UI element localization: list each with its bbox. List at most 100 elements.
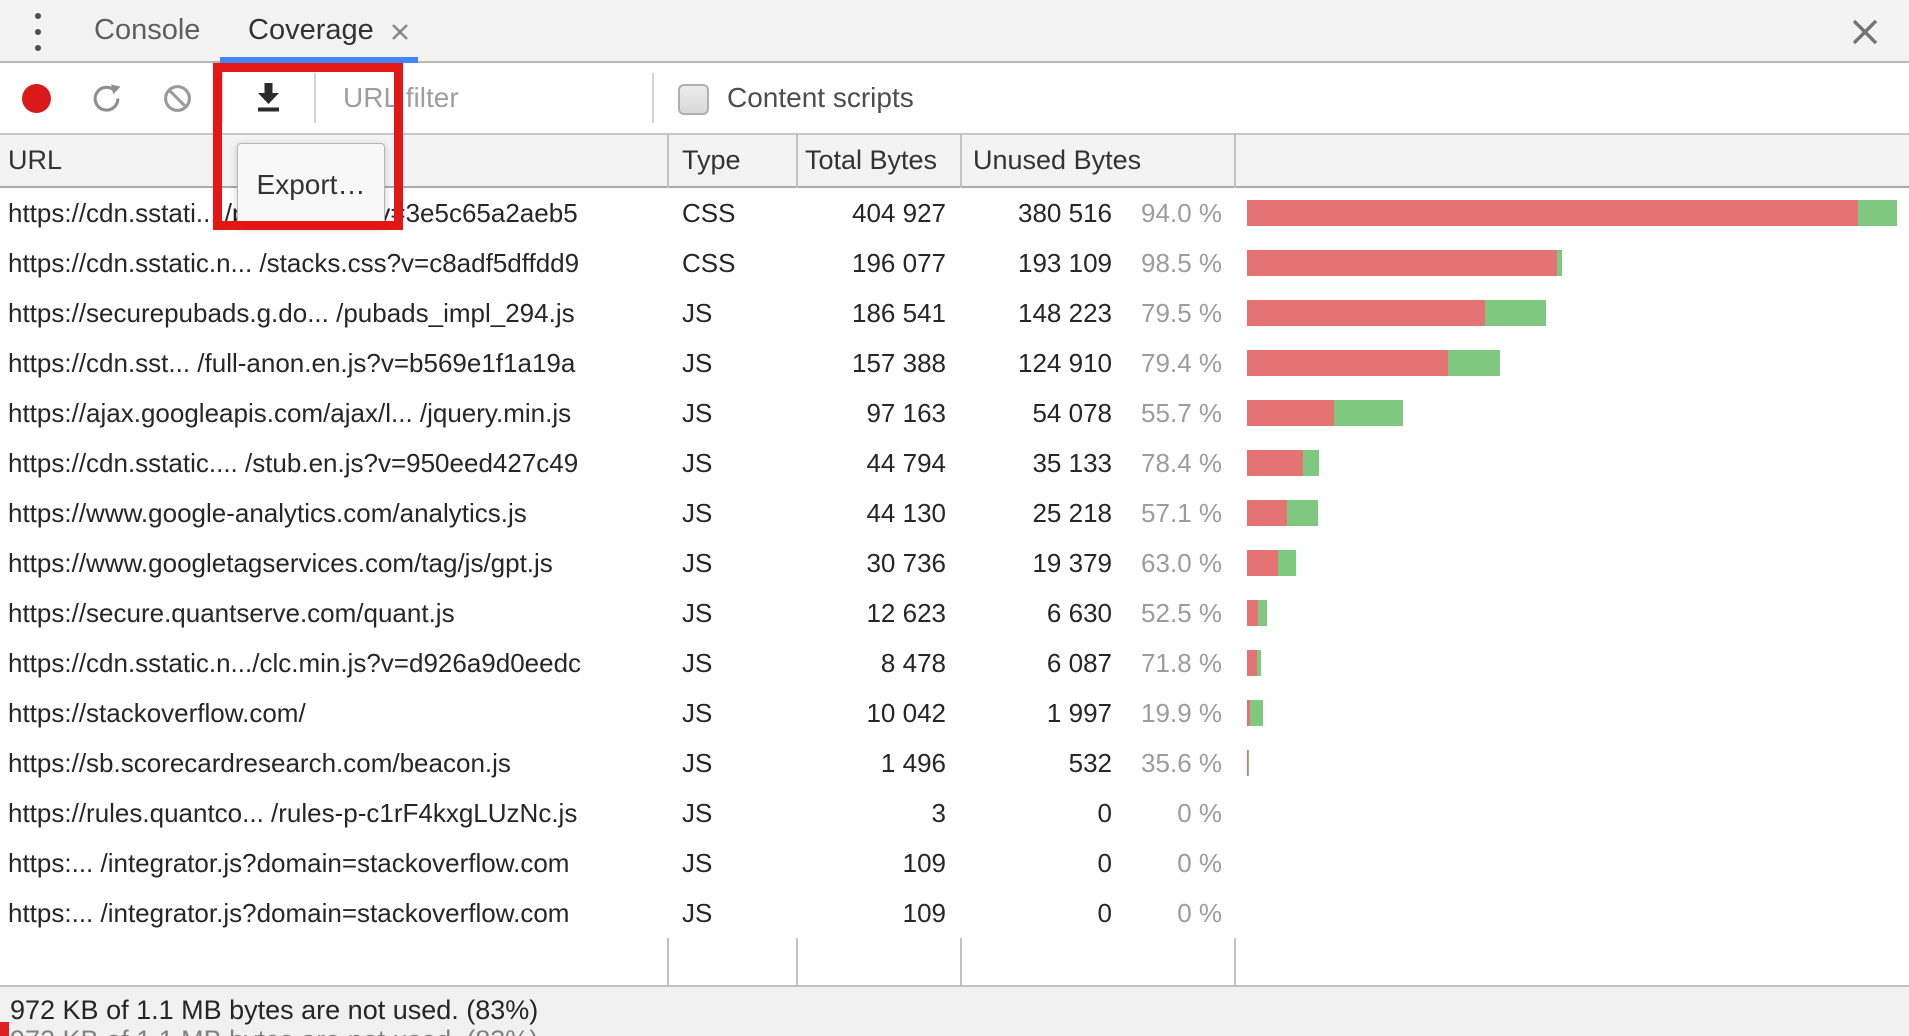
export-menu-label: Export… xyxy=(256,169,366,200)
table-row[interactable]: https:... /integrator.js?domain=stackove… xyxy=(0,838,1909,888)
column-header-unused-bytes[interactable]: Unused Bytes xyxy=(973,145,1142,175)
clear-icon[interactable] xyxy=(162,83,193,114)
table-row[interactable]: https://cdn.sstatic.n.../clc.min.js?v=d9… xyxy=(0,638,1909,688)
export-icon[interactable] xyxy=(252,80,285,117)
content-scripts-label[interactable]: Content scripts xyxy=(727,82,914,113)
unused-percent-cell: 79.5 % xyxy=(1141,298,1222,328)
unused-bytes-cell: 380 516 xyxy=(1018,198,1112,228)
usage-bar xyxy=(1247,250,1562,276)
status-bar: 972 KB of 1.1 MB bytes are not used. (83… xyxy=(0,985,1909,1036)
unused-bytes-cell: 193 109 xyxy=(1018,248,1112,278)
usage-bar xyxy=(1247,650,1261,676)
unused-bar-segment xyxy=(1247,300,1485,326)
total-bytes-cell: 186 541 xyxy=(852,298,946,328)
column-header-url[interactable]: URL xyxy=(8,145,63,175)
used-bar-segment xyxy=(1333,400,1403,426)
used-bar-segment xyxy=(1556,250,1562,276)
unused-bar-segment xyxy=(1247,400,1334,426)
record-button[interactable] xyxy=(22,84,51,113)
unused-percent-cell: 78.4 % xyxy=(1141,448,1222,478)
table-row[interactable]: https://ajax.googleapis.com/ajax/l... /j… xyxy=(0,388,1909,438)
usage-bar xyxy=(1247,350,1500,376)
table-row[interactable]: https://www.google-analytics.com/analyti… xyxy=(0,488,1909,538)
reload-icon[interactable] xyxy=(91,83,122,114)
type-cell: JS xyxy=(682,398,713,428)
table-row[interactable]: https://www.googletagservices.com/tag/js… xyxy=(0,538,1909,588)
type-cell: JS xyxy=(682,648,713,678)
unused-percent-cell: 52.5 % xyxy=(1141,598,1222,628)
more-options-icon[interactable] xyxy=(30,13,46,51)
url-cell: https://stackoverflow.com/ xyxy=(8,698,306,728)
total-bytes-cell: 10 042 xyxy=(866,698,946,728)
used-bar-segment xyxy=(1287,500,1318,526)
unused-percent-cell: 0 % xyxy=(1177,798,1222,828)
usage-bar xyxy=(1247,500,1318,526)
type-cell: JS xyxy=(682,598,713,628)
url-cell: https:... /integrator.js?domain=stackove… xyxy=(8,898,570,928)
total-bytes-cell: 12 623 xyxy=(866,598,946,628)
tab-console[interactable]: Console xyxy=(94,0,200,61)
url-cell: https://cdn.sstatic.n.../clc.min.js?v=d9… xyxy=(8,648,582,678)
total-bytes-cell: 157 388 xyxy=(852,348,946,378)
content-scripts-checkbox[interactable] xyxy=(678,84,709,115)
table-row[interactable]: https://stackoverflow.com/JS 10 042 1 997 1… xyxy=(0,688,1909,738)
unused-bytes-cell: 25 218 xyxy=(1032,498,1112,528)
column-header-type[interactable]: Type xyxy=(682,145,741,175)
usage-bar xyxy=(1247,550,1297,576)
url-cell: https://cdn.sst... /full-anon.en.js?v=b5… xyxy=(8,348,576,378)
unused-percent-cell: 0 % xyxy=(1177,848,1222,878)
table-row[interactable]: https://securepubads.g.do... /pubads_imp… xyxy=(0,288,1909,338)
unused-percent-cell: 98.5 % xyxy=(1141,248,1222,278)
unused-bar-segment xyxy=(1247,350,1448,376)
unused-bytes-cell: 54 078 xyxy=(1032,398,1112,428)
url-cell: https://www.google-analytics.com/analyti… xyxy=(8,498,527,528)
table-row[interactable]: https://cdn.sst... /full-anon.en.js?v=b5… xyxy=(0,338,1909,388)
url-cell: https://cdn.sstatic.n... /stacks.css?v=c… xyxy=(8,248,580,278)
unused-percent-cell: 71.8 % xyxy=(1141,648,1222,678)
coverage-table-body: https://cdn.sstati... /primary.css?v=3e5… xyxy=(0,188,1909,938)
unused-bar-segment xyxy=(1247,600,1258,626)
type-cell: JS xyxy=(682,848,713,878)
coverage-summary-ghost: 972 KB of 1.1 MB bytes are not used. (83… xyxy=(10,1025,538,1036)
unused-bytes-cell: 6 087 xyxy=(1046,648,1112,678)
close-drawer-icon[interactable] xyxy=(1850,17,1880,47)
table-row[interactable]: https://sb.scorecardresearch.com/beacon.… xyxy=(0,738,1909,788)
tab-coverage-label: Coverage xyxy=(248,14,374,46)
unused-bar-segment xyxy=(1247,450,1304,476)
used-bar-segment xyxy=(1250,700,1264,726)
url-filter-input[interactable]: URL filter xyxy=(343,82,459,113)
total-bytes-cell: 8 478 xyxy=(880,648,946,678)
tab-coverage[interactable]: Coverage xyxy=(248,0,410,61)
column-header-total-bytes[interactable]: Total Bytes xyxy=(805,145,938,175)
export-menu-item[interactable]: Export… xyxy=(237,143,385,227)
type-cell: JS xyxy=(682,698,713,728)
total-bytes-cell: 109 xyxy=(902,848,946,878)
table-row[interactable]: https://cdn.sstatic.... /stub.en.js?v=95… xyxy=(0,438,1909,488)
table-row[interactable]: https://rules.quantco... /rules-p-c1rF4k… xyxy=(0,788,1909,838)
url-cell: https://cdn.sstatic.... /stub.en.js?v=95… xyxy=(8,448,579,478)
table-row[interactable]: https:... /integrator.js?domain=stackove… xyxy=(0,888,1909,938)
used-bar-segment xyxy=(1484,300,1547,326)
url-cell: https:... /integrator.js?domain=stackove… xyxy=(8,848,570,878)
used-bar-segment xyxy=(1256,650,1261,676)
unused-percent-cell: 57.1 % xyxy=(1141,498,1222,528)
usage-bar xyxy=(1247,300,1547,326)
url-cell: https://secure.quantserve.com/quant.js xyxy=(8,598,455,628)
type-cell: CSS xyxy=(682,248,736,278)
total-bytes-cell: 196 077 xyxy=(852,248,946,278)
table-row[interactable]: https://cdn.sstatic.n... /stacks.css?v=c… xyxy=(0,238,1909,288)
dot xyxy=(35,29,41,35)
used-bar-segment xyxy=(1303,450,1319,476)
type-cell: JS xyxy=(682,798,713,828)
total-bytes-cell: 44 130 xyxy=(866,498,946,528)
total-bytes-cell: 3 xyxy=(931,798,946,828)
type-cell: JS xyxy=(682,748,713,778)
close-tab-icon[interactable] xyxy=(390,22,410,42)
usage-bar xyxy=(1247,400,1403,426)
used-bar-segment xyxy=(1257,600,1268,626)
type-cell: JS xyxy=(682,498,713,528)
table-row[interactable]: https://secure.quantserve.com/quant.js JS… xyxy=(0,588,1909,638)
type-cell: JS xyxy=(682,348,713,378)
usage-bar xyxy=(1247,750,1250,776)
coverage-summary: 972 KB of 1.1 MB bytes are not used. (83… xyxy=(10,995,539,1025)
